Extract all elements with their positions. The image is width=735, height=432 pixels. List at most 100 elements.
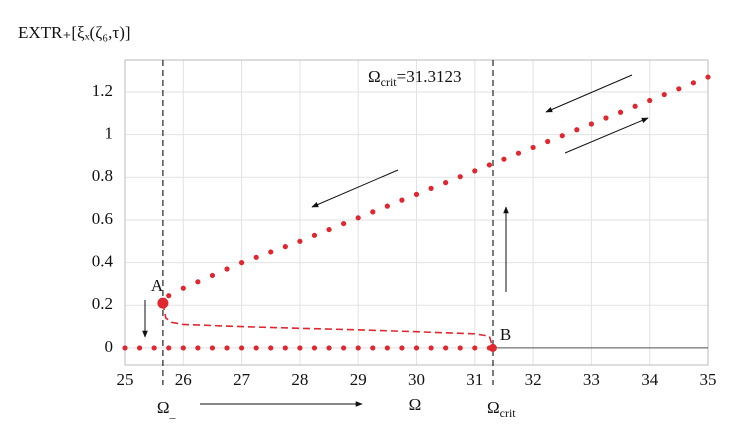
data-point — [122, 345, 128, 351]
data-point — [209, 272, 216, 279]
data-point — [239, 345, 245, 351]
data-point — [647, 97, 653, 104]
reference-label: Ω_ — [157, 398, 177, 420]
y-tick-label: 0 — [105, 337, 114, 356]
data-point — [341, 345, 347, 351]
data-point — [166, 345, 172, 351]
data-point — [486, 162, 492, 168]
data-point — [151, 345, 157, 351]
data-point — [355, 345, 361, 351]
data-point — [574, 127, 580, 133]
data-point — [617, 109, 624, 115]
data-point — [297, 238, 303, 244]
data-point — [355, 215, 361, 221]
data-point — [399, 345, 405, 351]
x-tick-label: 30 — [408, 370, 425, 389]
data-point — [472, 345, 478, 351]
data-point — [443, 180, 449, 186]
label: Ω — [487, 398, 500, 417]
annotation-part: Ω — [368, 67, 381, 86]
data-point — [632, 103, 638, 109]
data-point — [545, 138, 551, 145]
data-point — [224, 266, 230, 272]
data-point — [311, 345, 318, 351]
data-point — [166, 293, 172, 299]
data-point — [472, 168, 478, 174]
plot-frame — [124, 59, 709, 366]
label-sub: _ — [169, 406, 177, 420]
data-point — [180, 285, 186, 291]
x-tick-label: 35 — [700, 370, 717, 389]
y-tick-label: 0.4 — [92, 252, 114, 271]
data-point — [224, 345, 230, 351]
data-point — [326, 345, 332, 351]
data-point — [559, 133, 565, 139]
data-point — [428, 345, 434, 351]
data-point — [413, 191, 420, 197]
y-axis-label: EXTR₊[ξₓ(ζ₆,τ)] — [18, 23, 131, 42]
point-label: A — [151, 276, 164, 295]
data-point — [282, 244, 288, 250]
x-tick-label: 28 — [291, 370, 308, 389]
data-point — [282, 345, 288, 351]
point-label: B — [500, 325, 511, 344]
data-point — [676, 86, 682, 92]
annotation: Ωcrit=31.3123 — [368, 67, 461, 89]
reference-label: Ωcrit — [487, 398, 516, 420]
data-point — [195, 345, 201, 351]
data-point — [341, 220, 347, 227]
x-tick-label: 33 — [583, 370, 600, 389]
data-point — [428, 185, 434, 191]
x-tick-label: 25 — [117, 370, 134, 389]
data-point — [661, 91, 667, 98]
annotation-part: =31.3123 — [397, 67, 462, 86]
data-point — [384, 203, 390, 209]
data-point — [136, 345, 143, 351]
y-tick-label: 1 — [105, 124, 114, 143]
data-point — [399, 197, 405, 203]
data-point — [253, 345, 259, 351]
data-point — [297, 345, 303, 351]
x-tick-label: 26 — [175, 370, 192, 389]
arrow — [564, 117, 649, 154]
data-point — [253, 254, 259, 260]
data-point — [515, 150, 522, 156]
series-line — [162, 302, 494, 349]
x-tick-label: 29 — [350, 370, 367, 389]
x-tick-label: 34 — [641, 370, 659, 389]
data-point — [268, 249, 274, 255]
data-point — [457, 345, 463, 351]
annotation-part: crit — [381, 75, 398, 89]
data-point — [268, 345, 274, 351]
y-tick-label: 1.2 — [92, 81, 113, 100]
arrows — [142, 74, 649, 407]
data-point — [209, 345, 216, 351]
special-point — [488, 343, 497, 352]
x-tick-label: 31 — [466, 370, 483, 389]
data-point — [588, 121, 595, 127]
label: Ω — [157, 398, 170, 417]
data-point — [501, 156, 507, 162]
data-point — [326, 226, 332, 233]
data-point — [690, 80, 697, 86]
arrow — [311, 169, 399, 208]
label-sub: crit — [500, 406, 517, 420]
data-point — [413, 345, 420, 351]
data-point — [457, 174, 463, 180]
data-point — [443, 345, 449, 351]
x-axis-label: Ω — [409, 395, 422, 414]
data-point — [603, 115, 609, 121]
special-point — [157, 297, 169, 309]
data-point — [311, 232, 318, 238]
data-point — [370, 209, 376, 215]
y-tick-label: 0.2 — [92, 294, 113, 313]
plot-area: 25 26 27 28 29 30 31 32 33 34 35 0 0.2 0.4 0.6 0.8 1 1.2 Ω… — [92, 59, 717, 420]
data-point — [530, 144, 536, 151]
x-tick-label: 27 — [233, 370, 251, 389]
data-point — [370, 345, 376, 351]
data-point — [384, 345, 390, 351]
data-point — [705, 74, 711, 80]
data-point — [239, 260, 245, 266]
y-tick-label: 0.8 — [92, 166, 113, 185]
